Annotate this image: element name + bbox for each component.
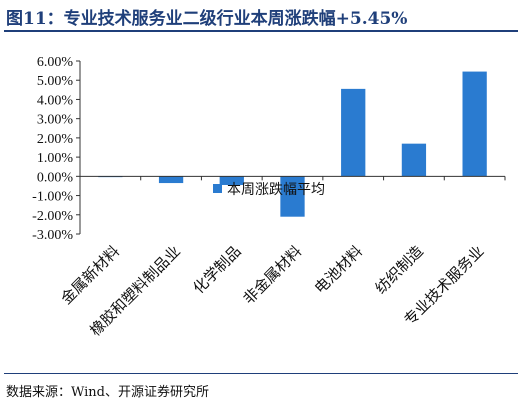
y-tick-label: -1.00% — [32, 190, 73, 205]
x-category-label: 纺织制造 — [372, 242, 427, 297]
y-tick-label: 1.00% — [37, 151, 74, 166]
bar — [401, 143, 427, 177]
source-note: 数据来源：Wind、开源证券研究所 — [6, 385, 209, 400]
bar — [341, 88, 366, 177]
bar — [280, 176, 305, 217]
y-tick-label: 3.00% — [37, 113, 74, 128]
source-rule — [4, 373, 518, 374]
y-tick-label: 6.00% — [37, 55, 74, 70]
y-tick-label: 0.00% — [37, 170, 74, 185]
y-tick-label: 5.00% — [37, 74, 74, 89]
legend-label: 本周涨跌幅平均 — [227, 182, 325, 198]
title-rule — [4, 30, 518, 32]
bar-chart: 6.00% 5.00% 4.00% 3.00% 2.00% 1.00% 0.00% -1.00… — [32, 55, 506, 340]
y-tick-label: 4.00% — [37, 93, 74, 108]
bars — [98, 71, 487, 217]
x-category-label: 非金属材料 — [240, 242, 306, 308]
x-category-label: 金属新材料 — [57, 242, 123, 308]
bar — [219, 176, 244, 185]
legend: 本周涨跌幅平均 — [213, 182, 325, 198]
bar — [462, 71, 487, 177]
y-axis: 6.00% 5.00% 4.00% 3.00% 2.00% 1.00% 0.00% -1.00… — [32, 55, 81, 243]
figure-title: 图11：专业技术服务业二级行业本周涨跌幅+5.45% — [6, 9, 408, 29]
bar — [158, 176, 184, 184]
x-category-label: 化学制品 — [189, 242, 244, 297]
legend-swatch — [213, 184, 222, 193]
x-category-label: 电池材料 — [311, 242, 366, 297]
y-tick-label: 2.00% — [37, 132, 74, 147]
y-tick-label: -2.00% — [32, 209, 73, 224]
y-tick-label: -3.00% — [32, 228, 73, 243]
